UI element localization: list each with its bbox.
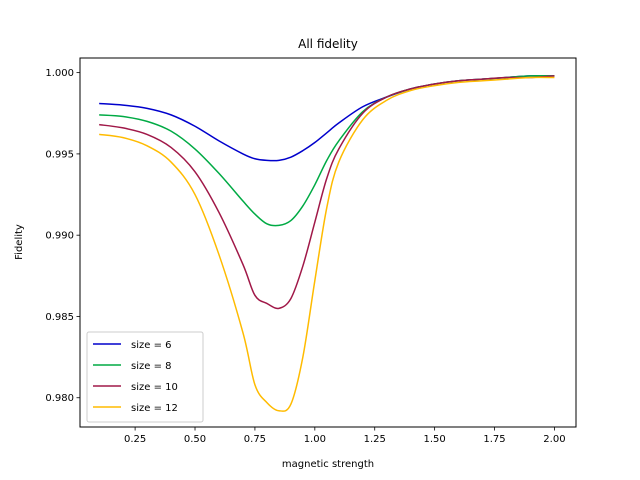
y-axis-label: Fidelity [14,224,25,260]
legend-label: size = 10 [131,382,178,393]
x-tick-label: 2.00 [543,434,565,445]
series-line-4 [99,76,555,412]
y-tick-label: 0.985 [45,312,74,323]
x-axis-label: magnetic strength [282,459,374,470]
x-tick-label: 0.25 [124,434,146,445]
y-tick-label: 1.000 [45,68,74,79]
x-tick-label: 1.00 [304,434,326,445]
legend-label: size = 8 [131,361,172,372]
x-axis: 0.25 0.50 0.75 1.00 1.25 1.50 1.75 2.00 [124,427,566,445]
x-tick-label: 1.50 [423,434,445,445]
legend-label: size = 12 [131,403,178,414]
series-line-3 [99,75,555,310]
y-tick-label: 0.980 [45,393,74,404]
series-layer [99,75,555,412]
legend-label: size = 6 [131,340,172,351]
legend-box [86,331,204,423]
plot-frame [79,57,577,428]
y-axis: 0.980 0.985 0.990 0.995 1.000 [45,68,80,404]
legend: size = 6 size = 8 size = 10 size = 12 [86,331,204,423]
x-tick-label: 1.75 [483,434,505,445]
y-tick-label: 0.990 [45,231,74,242]
x-tick-label: 0.50 [184,434,206,445]
x-tick-label: 1.25 [364,434,386,445]
x-tick-label: 0.75 [244,434,266,445]
chart-title: All fidelity [298,37,358,51]
y-tick-label: 0.995 [45,149,74,160]
